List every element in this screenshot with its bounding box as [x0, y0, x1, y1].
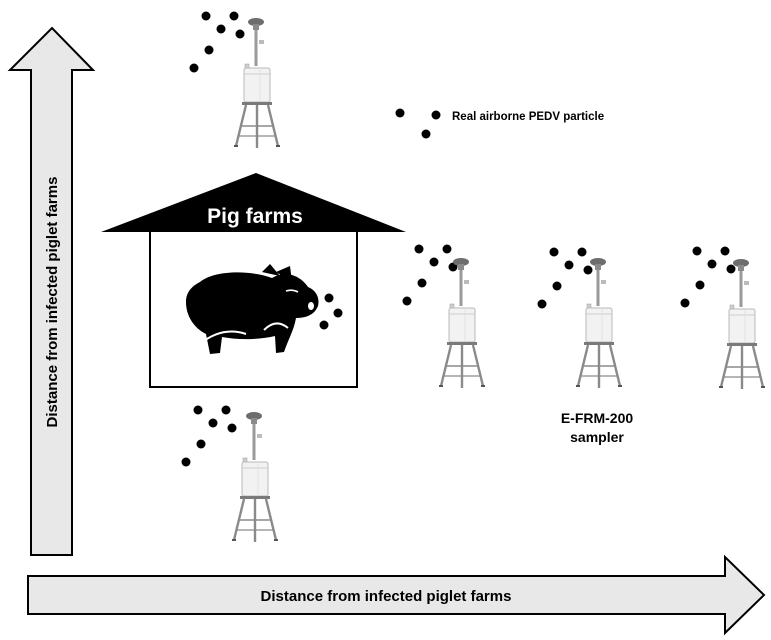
particle-cluster	[189, 11, 245, 73]
particle-cluster	[537, 247, 593, 309]
vertical-axis-arrow	[7, 26, 96, 556]
particle-cluster	[680, 246, 736, 308]
legend-particle-label: Real airborne PEDV particle	[452, 111, 604, 123]
farm-roof	[101, 173, 406, 232]
air-sampler-icon	[230, 410, 280, 544]
air-sampler-icon	[437, 256, 487, 390]
horizontal-axis-label: Distance from infected piglet farms	[261, 588, 512, 605]
farm-title: Pig farms	[207, 205, 303, 228]
air-sampler-icon	[717, 257, 767, 391]
particle-cluster	[402, 244, 458, 306]
pig-icon	[186, 264, 319, 354]
pig-exhaled-particles	[319, 293, 343, 330]
vertical-axis-label: Distance from infected piglet farms	[44, 177, 61, 428]
horizontal-axis-arrow	[27, 554, 766, 636]
legend-particle-symbol	[395, 108, 441, 139]
sampler-label-line2: sampler	[570, 429, 624, 445]
air-sampler-icon	[574, 256, 624, 390]
particle-cluster	[181, 405, 237, 467]
sampler-label-line1: E-FRM-200	[561, 410, 634, 426]
